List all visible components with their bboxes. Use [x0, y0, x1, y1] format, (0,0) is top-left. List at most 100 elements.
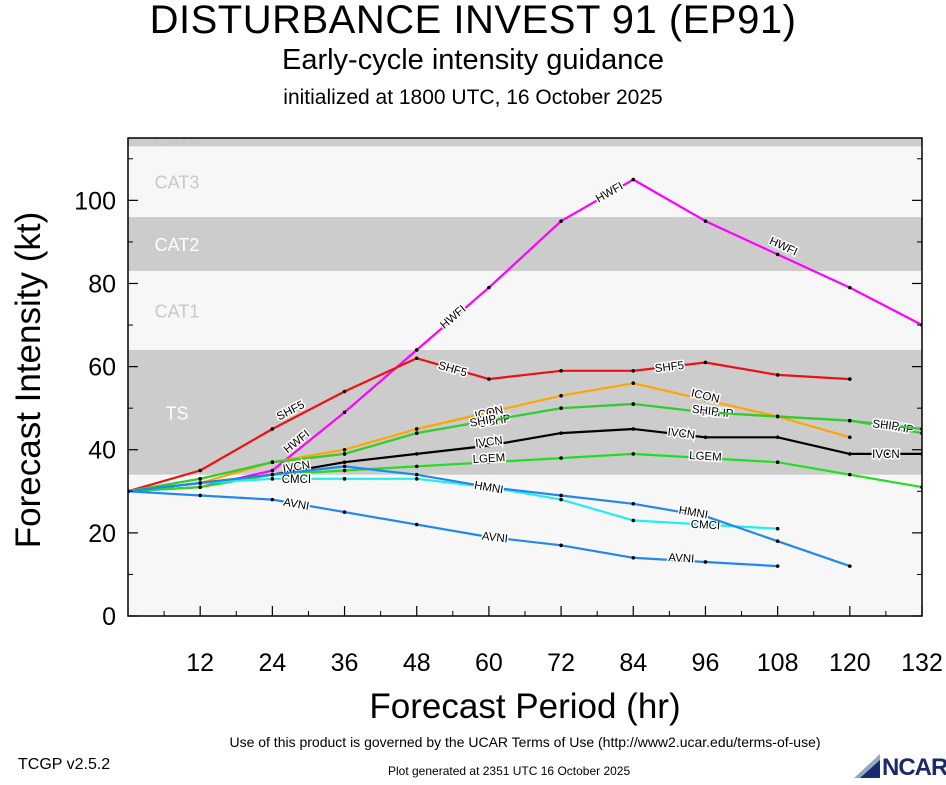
series-label-cmci: CMCI [282, 474, 311, 486]
data-point-avni [559, 543, 563, 548]
band-label-cat4: CAT4 [155, 130, 200, 150]
data-point-hmni [848, 564, 852, 568]
data-point-ship [703, 410, 708, 415]
data-point-icon [559, 393, 563, 398]
data-point-ship [270, 460, 275, 465]
init-time: initialized at 1800 UTC, 16 October 2025 [283, 86, 663, 109]
data-point-cmci [559, 497, 563, 502]
data-point-ivcn [559, 431, 563, 435]
data-point-hwfi [703, 219, 708, 223]
series-label-ship: SHIP [872, 418, 900, 433]
x-tick-label: 96 [692, 649, 720, 677]
intensity-bands [128, 138, 922, 616]
band-label-cat3: CAT3 [155, 173, 200, 193]
data-point-ivcn [775, 435, 780, 440]
data-point-ivcn [487, 443, 491, 448]
x-tick-label: 120 [829, 649, 871, 677]
data-point-icon [487, 410, 491, 415]
generated-time: Plot generated at 2351 UTC 16 October 20… [388, 764, 631, 778]
data-point-hmni [559, 493, 563, 498]
data-point-lgem [703, 456, 708, 460]
data-point-avni [631, 556, 636, 560]
chart-title: DISTURBANCE INVEST 91 (EP91) [149, 0, 797, 42]
data-point-ship [487, 418, 491, 423]
data-point-hwfi [487, 285, 491, 290]
series-label-cmci: CMCI [690, 519, 720, 533]
data-point-lgem [414, 464, 419, 469]
data-point-avni [703, 560, 708, 564]
data-point-hmni [414, 472, 419, 477]
data-point-hmni [631, 501, 636, 506]
x-tick-label: 48 [403, 649, 431, 677]
series-label-lgem: LGEM [689, 450, 722, 464]
data-point-lgem [198, 485, 202, 489]
series-line-avni [128, 490, 778, 568]
data-point-hmni [775, 539, 780, 543]
data-point-shf5 [631, 368, 636, 373]
ncar-logo-text: NCAR [882, 754, 946, 781]
data-point-icon [631, 381, 636, 386]
chart-subtitle: Early-cycle intensity guidance [281, 44, 664, 76]
version-label: TCGP v2.5.2 [18, 756, 111, 773]
data-point-cmci [703, 522, 708, 527]
band-cat1 [128, 271, 922, 350]
data-point-ivcn [631, 427, 636, 431]
data-point-ivcn [703, 435, 708, 440]
y-tick-label: 40 [88, 437, 116, 465]
ncar-logo-icon [854, 754, 880, 778]
axes: 12 24 36 48 60 72 84 96 108 120 132 0 20 40 60 80 100 [74, 158, 943, 677]
series-label-avni: AVNI [668, 552, 695, 565]
data-point-shf5 [342, 389, 347, 394]
band-cat2 [128, 216, 922, 272]
series-label-avni: AVNI [481, 531, 508, 546]
data-point-lgem [342, 468, 347, 473]
data-point-shf5 [414, 356, 419, 361]
x-tick-label: 108 [757, 649, 799, 677]
data-point-hwfi [559, 219, 563, 223]
ncar-logo: NCAR [852, 752, 946, 781]
data-point-hwfi [414, 348, 419, 352]
y-axis-label: Forecast Intensity (kt) [9, 212, 48, 548]
data-point-ship [414, 431, 419, 435]
data-point-icon [342, 447, 347, 452]
data-point-avni [414, 522, 419, 527]
data-point-avni [198, 493, 202, 498]
band-cat3 [128, 146, 922, 217]
series-label-shf5: SHF5 [654, 360, 685, 375]
data-point-lgem [775, 460, 780, 465]
series-line-hwfi [128, 178, 922, 493]
data-point-ship [342, 452, 347, 456]
data-point-shf5 [775, 373, 780, 377]
y-tick-label: 20 [88, 520, 116, 548]
data-point-lgem [848, 472, 852, 477]
data-point-shf5 [198, 468, 202, 473]
terms-of-use: Use of this product is governed by the U… [229, 734, 821, 750]
data-point-shf5 [848, 377, 852, 381]
data-point-hmni [342, 464, 347, 469]
data-point-cmci [270, 477, 275, 481]
data-point-shf5 [559, 368, 563, 373]
data-point-icon [848, 435, 852, 440]
data-point-shf5 [487, 377, 491, 381]
series-label-lgem: LGEM [472, 452, 505, 466]
data-point-ship [559, 406, 563, 410]
data-point-lgem [487, 460, 491, 465]
data-point-lgem [631, 452, 636, 456]
data-point-lgem [559, 456, 563, 460]
x-tick-label: 36 [331, 649, 359, 677]
x-tick-label: 132 [901, 649, 943, 677]
x-tick-label: 72 [547, 649, 575, 677]
data-point-avni [775, 564, 780, 568]
data-point-ship [198, 477, 202, 481]
x-tick-label: 24 [258, 649, 286, 677]
data-point-avni [487, 535, 491, 539]
data-point-cmci [414, 477, 419, 481]
band-label-ts: TS [165, 403, 188, 423]
series-label-ship: SHIP [691, 404, 719, 419]
band-label-cat2: CAT2 [155, 235, 200, 255]
data-point-hwfi [342, 410, 347, 415]
series-label-dshp: DSHP [881, 419, 915, 436]
